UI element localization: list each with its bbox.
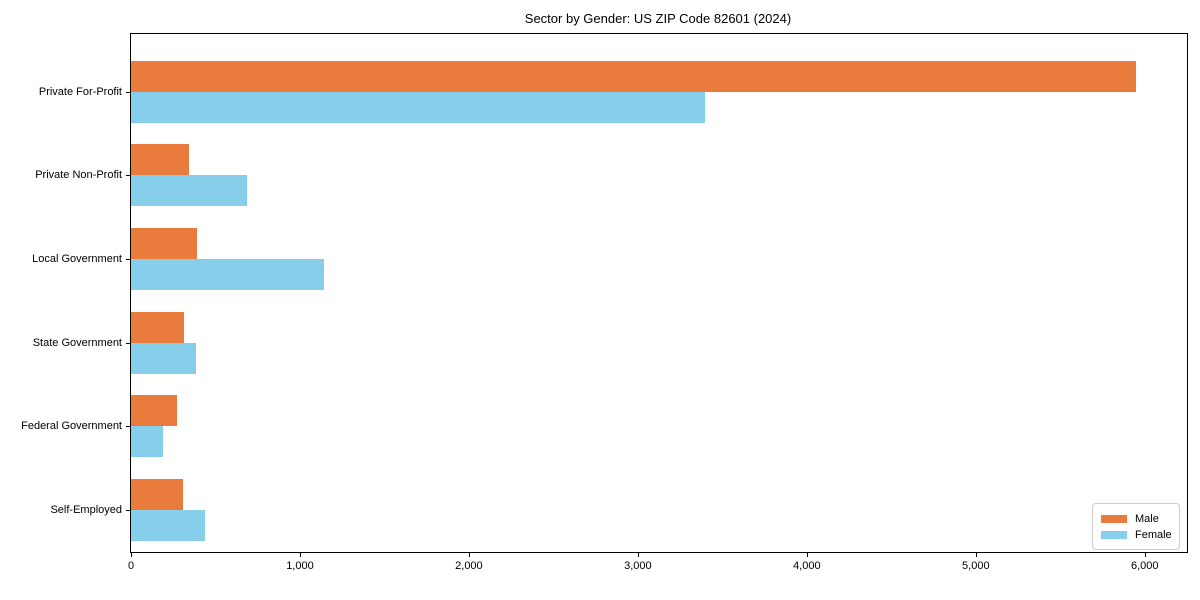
legend-label-female: Female <box>1135 528 1172 541</box>
xtick-label-1000: 1,000 <box>286 560 314 572</box>
xtick-label-2000: 2,000 <box>455 560 483 572</box>
xtick-label-3000: 3,000 <box>624 560 652 572</box>
xtick-label-0: 0 <box>127 560 135 572</box>
bar-female-federal-government <box>131 426 164 458</box>
bar-male-self-employed <box>131 479 183 510</box>
bar-female-private-non-profit <box>131 175 247 207</box>
ytick-label-private-for-profit: Private For-Profit <box>38 85 122 98</box>
bar-female-state-government <box>131 342 197 374</box>
ytick-label-private-non-profit: Private Non-Profit <box>35 169 122 182</box>
bar-female-self-employed <box>131 510 206 541</box>
bar-male-local-government <box>131 227 197 259</box>
ytick-label-state-government: State Government <box>32 336 122 349</box>
ytick-label-self-employed: Self-Employed <box>50 504 122 516</box>
xtick-mark-4000 <box>806 553 808 557</box>
bar-male-private-for-profit <box>131 60 1137 92</box>
xtick-label-6000: 6,000 <box>1130 560 1159 572</box>
ytick-mark-state-government <box>126 342 130 344</box>
xtick-mark-5000 <box>975 553 977 557</box>
legend: Male Female <box>1092 503 1180 550</box>
ytick-mark-local-government <box>126 258 130 260</box>
ytick-mark-private-non-profit <box>126 175 130 177</box>
xtick-mark-2000 <box>468 553 470 557</box>
xtick-mark-0 <box>131 553 132 557</box>
xtick-label-4000: 4,000 <box>793 560 821 572</box>
ytick-label-local-government: Local Government <box>32 252 122 265</box>
plot-area: Male Female Private For-Profit Private Non… <box>21 33 1188 572</box>
ytick-mark-self-employed <box>126 510 130 511</box>
legend-swatch-female <box>1101 530 1127 539</box>
xtick-label-5000: 5,000 <box>962 560 990 572</box>
xtick-mark-6000 <box>1144 553 1146 557</box>
legend-label-male: Male <box>1135 512 1159 525</box>
legend-entry-female: Female <box>1101 527 1172 542</box>
chart-title: Sector by Gender: US ZIP Code 82601 (202… <box>524 11 792 26</box>
bar-female-private-for-profit <box>131 91 706 123</box>
legend-entry-male: Male <box>1101 511 1171 526</box>
xtick-mark-1000 <box>299 553 301 557</box>
bar-male-federal-government <box>131 395 177 427</box>
bar-female-local-government <box>131 258 325 290</box>
bar-male-private-non-profit <box>131 144 190 176</box>
legend-swatch-male <box>1101 514 1127 523</box>
ytick-mark-private-for-profit <box>126 91 130 93</box>
xtick-mark-3000 <box>637 553 639 557</box>
ytick-mark-federal-government <box>126 426 130 428</box>
ytick-label-federal-government: Federal Government <box>21 420 122 433</box>
bar-male-state-government <box>131 311 185 343</box>
